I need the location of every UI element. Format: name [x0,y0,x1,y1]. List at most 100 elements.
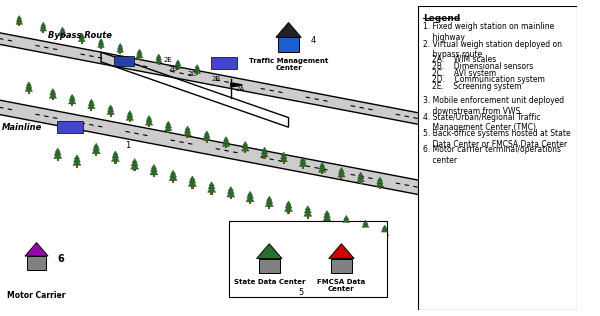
Polygon shape [342,219,350,226]
Polygon shape [74,155,80,159]
Polygon shape [377,179,383,184]
Text: Legend: Legend [423,14,460,23]
Text: Bypass Route: Bypass Route [48,31,112,40]
Polygon shape [377,177,382,181]
Polygon shape [69,96,76,101]
Polygon shape [301,157,305,161]
Text: 2C: 2C [188,71,197,77]
Text: 6: 6 [58,254,64,264]
Polygon shape [184,127,191,132]
Polygon shape [247,193,254,198]
Polygon shape [28,90,30,94]
Text: 3. Mobile enforcement unit deployed
    downstream from VWS: 3. Mobile enforcement unit deployed down… [423,96,565,116]
FancyBboxPatch shape [211,57,236,69]
Polygon shape [326,220,328,223]
Polygon shape [40,26,47,31]
Polygon shape [249,201,251,204]
Polygon shape [50,90,56,95]
Polygon shape [156,55,161,60]
Polygon shape [146,117,152,122]
Polygon shape [188,180,196,186]
Polygon shape [300,158,306,163]
Polygon shape [157,54,161,58]
Polygon shape [268,205,271,209]
Polygon shape [383,234,386,238]
Polygon shape [16,17,22,21]
Polygon shape [362,222,369,227]
Polygon shape [379,185,381,189]
Text: 2D: 2D [169,66,178,72]
Polygon shape [276,22,301,37]
Polygon shape [26,83,32,88]
Polygon shape [54,149,61,155]
Polygon shape [151,164,157,168]
Text: 2A.    WIM scales: 2A. WIM scales [432,55,496,64]
Polygon shape [56,157,59,161]
Polygon shape [184,130,191,136]
Polygon shape [118,44,122,47]
Polygon shape [364,229,367,233]
Polygon shape [307,215,309,219]
Polygon shape [196,72,198,75]
Polygon shape [281,153,287,159]
Polygon shape [68,98,76,104]
Polygon shape [114,160,116,164]
Text: 2A: 2A [236,86,245,92]
Polygon shape [243,142,248,145]
Polygon shape [17,15,22,19]
Polygon shape [165,123,172,128]
Polygon shape [361,224,370,231]
Polygon shape [41,22,46,26]
Polygon shape [172,179,174,183]
Polygon shape [209,182,214,186]
Polygon shape [118,45,123,49]
Polygon shape [381,227,388,232]
Polygon shape [323,212,331,218]
Polygon shape [227,188,234,194]
Polygon shape [166,121,170,125]
Text: Mainline: Mainline [2,123,42,132]
Polygon shape [73,159,81,165]
Polygon shape [244,150,247,153]
Polygon shape [146,115,151,119]
Polygon shape [343,217,350,222]
Polygon shape [132,159,137,163]
Polygon shape [194,66,200,70]
Polygon shape [81,41,83,44]
Polygon shape [59,28,65,33]
Polygon shape [358,172,363,176]
Polygon shape [304,207,311,213]
Polygon shape [331,258,352,273]
Polygon shape [359,181,362,184]
Polygon shape [266,198,273,203]
Text: 2C.    AVI system: 2C. AVI system [432,69,496,77]
Polygon shape [262,147,267,151]
Text: 5: 5 [298,288,304,297]
Polygon shape [283,161,285,164]
Polygon shape [26,82,31,86]
Polygon shape [133,168,136,172]
Polygon shape [284,205,293,211]
Text: 2E: 2E [164,57,172,63]
Polygon shape [95,153,97,156]
Polygon shape [259,258,280,273]
Polygon shape [280,156,287,162]
Polygon shape [62,35,64,38]
Text: 2B: 2B [212,76,221,82]
Polygon shape [208,186,215,192]
Polygon shape [0,98,418,195]
Polygon shape [227,191,235,197]
Polygon shape [319,164,325,169]
Polygon shape [190,176,195,180]
Polygon shape [319,166,326,172]
Polygon shape [49,92,56,98]
Polygon shape [150,168,158,175]
Polygon shape [98,40,104,45]
Polygon shape [262,149,268,154]
Polygon shape [321,171,323,174]
Polygon shape [323,215,331,221]
Polygon shape [88,100,95,106]
Polygon shape [257,244,282,258]
Polygon shape [177,68,179,70]
Polygon shape [145,119,153,125]
